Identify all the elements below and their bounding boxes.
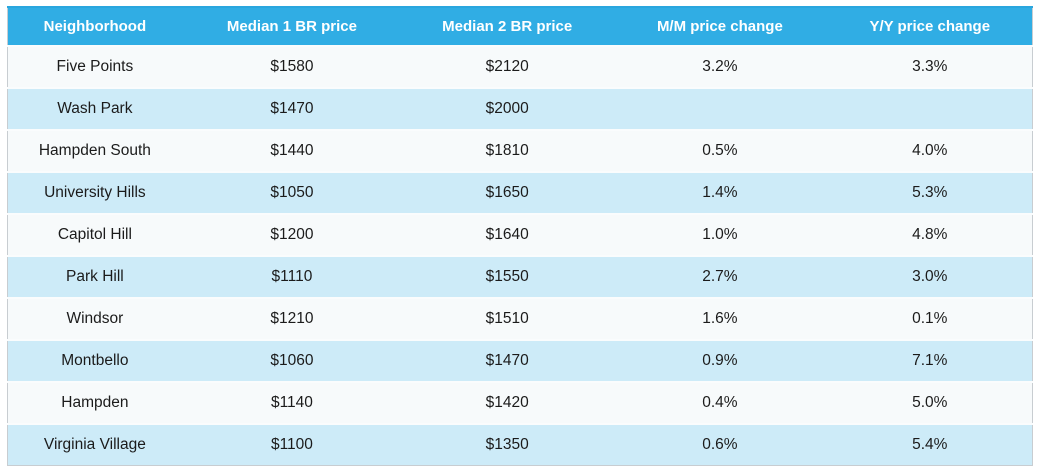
cell-median-1br-price: $1470 (181, 87, 403, 130)
table-row: Montbello $1060 $1470 0.9% 7.1% (7, 339, 1033, 382)
table-row: Park Hill $1110 $1550 2.7% 3.0% (7, 255, 1033, 298)
cell-median-1br-price: $1210 (181, 297, 403, 340)
cell-mm-price-change: 0.5% (612, 129, 828, 172)
cell-neighborhood: Virginia Village (7, 423, 182, 466)
cell-median-2br-price: $1350 (402, 423, 613, 466)
cell-median-1br-price: $1110 (181, 255, 403, 298)
table-row: Windsor $1210 $1510 1.6% 0.1% (7, 297, 1033, 340)
cell-median-1br-price: $1060 (181, 339, 403, 382)
column-header-median-2br-price: Median 2 BR price (402, 6, 613, 46)
cell-yy-price-change: 3.0% (827, 255, 1033, 298)
cell-mm-price-change: 0.6% (612, 423, 828, 466)
cell-median-2br-price: $1470 (402, 339, 613, 382)
cell-mm-price-change: 1.6% (612, 297, 828, 340)
cell-yy-price-change: 7.1% (827, 339, 1033, 382)
table-row: Hampden South $1440 $1810 0.5% 4.0% (7, 129, 1033, 172)
cell-median-2br-price: $2000 (402, 87, 613, 130)
table-row: University Hills $1050 $1650 1.4% 5.3% (7, 171, 1033, 214)
table-row: Hampden $1140 $1420 0.4% 5.0% (7, 381, 1033, 424)
cell-yy-price-change: 5.3% (827, 171, 1033, 214)
cell-neighborhood: Wash Park (7, 87, 182, 130)
cell-neighborhood: Park Hill (7, 255, 182, 298)
table-row: Wash Park $1470 $2000 (7, 87, 1033, 130)
cell-median-2br-price: $1510 (402, 297, 613, 340)
cell-median-1br-price: $1440 (181, 129, 403, 172)
cell-mm-price-change (612, 87, 828, 130)
cell-median-1br-price: $1050 (181, 171, 403, 214)
cell-mm-price-change: 3.2% (612, 45, 828, 88)
cell-median-1br-price: $1140 (181, 381, 403, 424)
cell-neighborhood: Windsor (7, 297, 182, 340)
cell-median-1br-price: $1200 (181, 213, 403, 256)
column-header-median-1br-price: Median 1 BR price (181, 6, 403, 46)
cell-median-2br-price: $1810 (402, 129, 613, 172)
cell-yy-price-change (827, 87, 1033, 130)
column-header-mm-price-change: M/M price change (612, 6, 828, 46)
cell-yy-price-change: 3.3% (827, 45, 1033, 88)
cell-median-2br-price: $2120 (402, 45, 613, 88)
cell-neighborhood: University Hills (7, 171, 182, 214)
cell-mm-price-change: 2.7% (612, 255, 828, 298)
cell-mm-price-change: 1.4% (612, 171, 828, 214)
cell-yy-price-change: 4.0% (827, 129, 1033, 172)
column-header-yy-price-change: Y/Y price change (827, 6, 1033, 46)
cell-median-2br-price: $1650 (402, 171, 613, 214)
cell-mm-price-change: 0.9% (612, 339, 828, 382)
column-header-neighborhood: Neighborhood (7, 6, 182, 46)
header-row: Neighborhood Median 1 BR price Median 2 BR… (7, 6, 1033, 46)
cell-neighborhood: Montbello (7, 339, 182, 382)
cell-yy-price-change: 4.8% (827, 213, 1033, 256)
cell-median-1br-price: $1100 (181, 423, 403, 466)
cell-median-2br-price: $1550 (402, 255, 613, 298)
table-row: Virginia Village $1100 $1350 0.6% 5.4% (7, 423, 1033, 466)
cell-neighborhood: Capitol Hill (7, 213, 182, 256)
cell-yy-price-change: 0.1% (827, 297, 1033, 340)
cell-mm-price-change: 0.4% (612, 381, 828, 424)
cell-yy-price-change: 5.0% (827, 381, 1033, 424)
cell-neighborhood: Five Points (7, 45, 182, 88)
cell-neighborhood: Hampden (7, 381, 182, 424)
cell-median-2br-price: $1420 (402, 381, 613, 424)
table-body: Five Points $1580 $2120 3.2% 3.3% Wash Park $1… (7, 45, 1033, 466)
cell-median-1br-price: $1580 (181, 45, 403, 88)
table-header: Neighborhood Median 1 BR price Median 2 BR… (7, 6, 1033, 46)
table-row: Capitol Hill $1200 $1640 1.0% 4.8% (7, 213, 1033, 256)
cell-yy-price-change: 5.4% (827, 423, 1033, 466)
cell-neighborhood: Hampden South (7, 129, 182, 172)
table-row: Five Points $1580 $2120 3.2% 3.3% (7, 45, 1033, 88)
neighborhood-rent-table: Neighborhood Median 1 BR price Median 2 BR… (7, 6, 1033, 466)
cell-mm-price-change: 1.0% (612, 213, 828, 256)
cell-median-2br-price: $1640 (402, 213, 613, 256)
